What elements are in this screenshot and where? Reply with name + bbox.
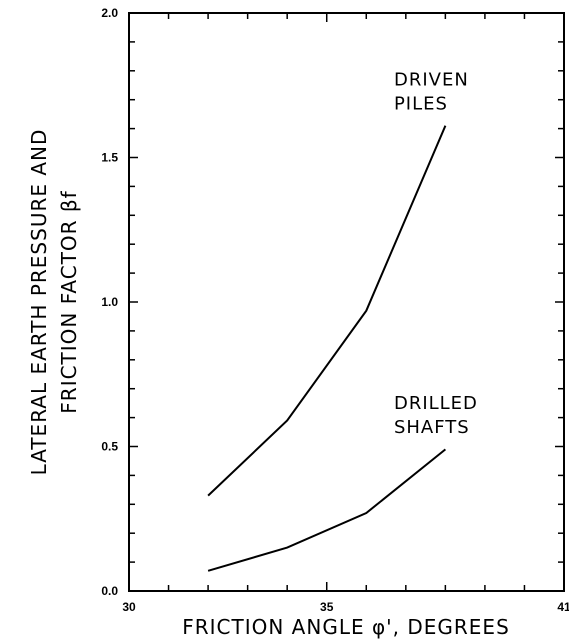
y-tick-label: 1.5	[101, 151, 118, 165]
axis-ticks	[129, 13, 564, 591]
y-tick-label: 2.0	[101, 6, 118, 20]
y-axis-title-line-1: LATERAL EARTH PRESSURE AND	[27, 129, 51, 476]
plot-frame	[128, 12, 565, 592]
series-line-1	[207, 125, 447, 497]
y-tick-label: 0.0	[101, 584, 118, 598]
x-tick-label: 41	[557, 600, 569, 614]
series-label-2-line-1: DRILLED	[394, 393, 478, 414]
y-tick-label: 0.5	[101, 440, 118, 454]
series-label-1-line-1: DRIVEN	[394, 69, 469, 90]
series-labels: DRIVEN PILES DRILLED SHAFTS	[394, 69, 478, 438]
tick-labels: 30 35 41 0.0 0.5 1.0 1.5 2.0	[101, 6, 569, 614]
series-label-1-line-2: PILES	[394, 93, 448, 114]
y-axis-title-line-2: FRICTION FACTOR βf	[57, 190, 81, 413]
x-tick-label: 35	[320, 600, 334, 614]
x-axis-title: FRICTION ANGLE φ', DEGREES	[182, 615, 510, 639]
x-tick-label: 30	[122, 600, 136, 614]
series-line-2	[207, 448, 447, 572]
y-tick-label: 1.0	[101, 295, 118, 309]
series-curves	[207, 125, 447, 572]
series-label-2-line-2: SHAFTS	[394, 417, 470, 438]
